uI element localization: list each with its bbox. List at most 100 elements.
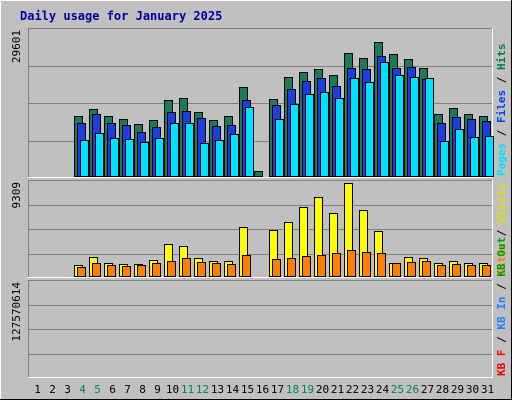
day-label-11: 11 [181, 383, 194, 396]
panel-requests: 29601 Pages / Files / Hits [10, 28, 508, 178]
bar-sites-day-22 [347, 250, 356, 277]
bar-sites-day-23 [362, 252, 371, 277]
legend-entry: KB Out [495, 237, 508, 277]
bar-pages-day-13 [215, 140, 224, 177]
x-axis-day-labels: 1 2 3 4 5 6 7 8 9 10 11 12 13 14 15 16 17 18 19 20 21 22 23 24 2… [34, 383, 494, 396]
bar-sites-day-20 [317, 255, 326, 277]
bar-sites-day-13 [212, 263, 221, 277]
day-label-21: 21 [331, 383, 344, 396]
day-label-8: 8 [139, 383, 146, 396]
day-label-5: 5 [94, 383, 101, 396]
bar-pages-day-4 [80, 140, 89, 177]
day-label-25: 25 [391, 383, 404, 396]
legend-entry: / [495, 70, 508, 90]
bar-sites-day-25 [392, 263, 401, 277]
y-max-label: 127570614 [10, 282, 23, 342]
day-label-27: 27 [421, 383, 434, 396]
bar-pages-day-7 [125, 139, 134, 177]
bar-pages-day-29 [455, 129, 464, 177]
day-label-30: 30 [466, 383, 479, 396]
bar-pages-day-28 [440, 141, 449, 177]
day-label-6: 6 [109, 383, 116, 396]
day-label-13: 13 [211, 383, 224, 396]
legend-entry: Pages [495, 143, 508, 176]
day-label-17: 17 [271, 383, 284, 396]
day-label-15: 15 [241, 383, 254, 396]
bar-pages-day-20 [320, 92, 329, 177]
bar-pages-day-21 [335, 98, 344, 177]
legend-entry: / [495, 330, 508, 350]
chart-title: Daily usage for January 2025 [20, 9, 222, 23]
bar-pages-day-17 [275, 119, 284, 177]
bar-sites-day-17 [272, 259, 281, 277]
day-label-23: 23 [361, 383, 374, 396]
bar-pages-day-23 [365, 82, 374, 177]
day-label-9: 9 [154, 383, 161, 396]
y-max-label: 29601 [10, 30, 23, 63]
day-label-24: 24 [376, 383, 390, 396]
bar-sites-day-12 [197, 262, 206, 277]
bars-requests [74, 42, 494, 177]
bar-sites-day-24 [377, 253, 386, 277]
bar-pages-day-25 [395, 75, 404, 177]
day-label-29: 29 [451, 383, 464, 396]
bar-sites-day-10 [167, 261, 176, 277]
day-label-18: 18 [286, 383, 299, 396]
bar-sites-day-11 [182, 258, 191, 277]
bar-sites-day-6 [107, 265, 116, 277]
day-label-22: 22 [346, 383, 359, 396]
bar-sites-day-29 [452, 264, 461, 277]
bar-pages-day-9 [155, 138, 164, 177]
bars-visits [74, 183, 491, 277]
bar-pages-day-30 [470, 137, 479, 177]
legend-entry: Hits [495, 44, 508, 71]
bar-pages-day-24 [380, 62, 389, 177]
day-label-4: 4 [79, 383, 86, 396]
day-label-26: 26 [406, 383, 419, 396]
bar-sites-day-4 [77, 267, 86, 277]
side-legend: KB F / KB In / KB Out [495, 237, 508, 376]
bar-sites-day-9 [152, 263, 161, 277]
legend-entry: / [495, 277, 508, 297]
bar-sites-day-5 [92, 263, 101, 277]
bar-pages-day-15 [245, 107, 254, 177]
panels-layer: 29601 Pages / Files / Hits 9309 Sites / Vis… [10, 28, 508, 378]
panel-volume: 127570614 KB F / KB In / KB Out [10, 237, 508, 378]
bar-sites-day-31 [482, 265, 491, 277]
legend-entry: KB In [495, 297, 508, 330]
bar-pages-day-19 [305, 94, 314, 177]
day-label-1: 1 [34, 383, 41, 396]
day-label-3: 3 [64, 383, 71, 396]
bar-pages-day-22 [350, 78, 359, 177]
bar-sites-day-28 [437, 265, 446, 277]
bar-pages-day-26 [410, 77, 419, 177]
bar-pages-day-27 [425, 78, 434, 177]
bar-sites-day-30 [467, 265, 476, 277]
bar-pages-day-8 [140, 142, 149, 177]
bar-pages-day-5 [95, 133, 104, 177]
day-label-14: 14 [226, 383, 240, 396]
side-legend: Pages / Files / Hits [495, 44, 508, 177]
bar-pages-day-10 [170, 123, 179, 177]
bar-sites-day-7 [122, 266, 131, 277]
bar-pages-day-11 [185, 123, 194, 177]
bar-pages-day-14 [230, 134, 239, 177]
bar-sites-day-27 [422, 261, 431, 277]
bar-pages-day-6 [110, 138, 119, 177]
y-max-label: 9309 [10, 182, 23, 209]
panel-visits: 9309 Sites / Visits [10, 180, 508, 278]
day-label-28: 28 [436, 383, 449, 396]
day-label-10: 10 [166, 383, 179, 396]
day-label-12: 12 [196, 383, 209, 396]
legend-entry: Sites [495, 243, 508, 276]
day-label-16: 16 [256, 383, 269, 396]
bar-sites-day-8 [137, 265, 146, 277]
bar-hits-day-16 [254, 171, 263, 177]
bar-sites-day-19 [302, 256, 311, 277]
bar-sites-day-21 [332, 253, 341, 277]
legend-entry: / [495, 123, 508, 143]
bar-sites-day-15 [242, 255, 251, 277]
legend-entry: KB F [495, 350, 508, 377]
legend-entry: Visits [495, 183, 508, 223]
